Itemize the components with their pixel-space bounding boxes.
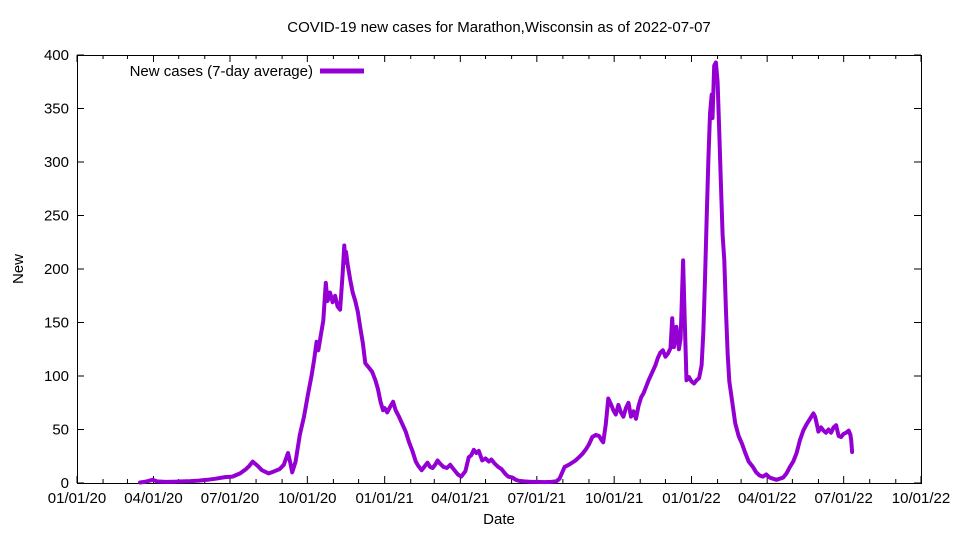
y-tick-label: 100	[44, 368, 69, 385]
y-tick-label: 250	[44, 208, 69, 225]
x-tick-label: 04/01/20	[124, 490, 182, 507]
x-tick-label: 01/01/21	[355, 490, 413, 507]
x-tick-label: 07/01/21	[508, 490, 566, 507]
y-axis-title: New	[10, 254, 27, 285]
y-tick-label: 150	[44, 315, 69, 332]
x-tick-label: 10/01/22	[892, 490, 950, 507]
x-tick-label: 01/01/20	[48, 490, 106, 507]
plot-border	[77, 55, 922, 484]
y-tick-label: 400	[44, 47, 69, 64]
x-tick-label: 10/01/21	[585, 490, 643, 507]
cases-line	[138, 60, 855, 485]
x-tick-label: 10/01/20	[278, 490, 336, 507]
x-tick-label: 07/01/22	[814, 490, 872, 507]
y-tick-label: 50	[52, 422, 69, 439]
y-tick-label: 200	[44, 261, 69, 278]
x-tick-label: 04/01/22	[738, 490, 796, 507]
x-axis-title: Date	[483, 511, 515, 528]
x-tick-label: 01/01/22	[662, 490, 720, 507]
legend-label: New cases (7-day average)	[130, 63, 313, 80]
x-tick-label: 07/01/20	[201, 490, 259, 507]
y-tick-label: 0	[61, 475, 69, 492]
chart-title: COVID-19 new cases for Marathon,Wisconsi…	[287, 19, 711, 36]
y-tick-label: 350	[44, 101, 69, 118]
y-tick-label: 300	[44, 154, 69, 171]
x-tick-label: 04/01/21	[431, 490, 489, 507]
axes-and-series: 01/01/20 04/01/20 07/01/20 10/01/20 01/01/21…	[44, 47, 950, 507]
